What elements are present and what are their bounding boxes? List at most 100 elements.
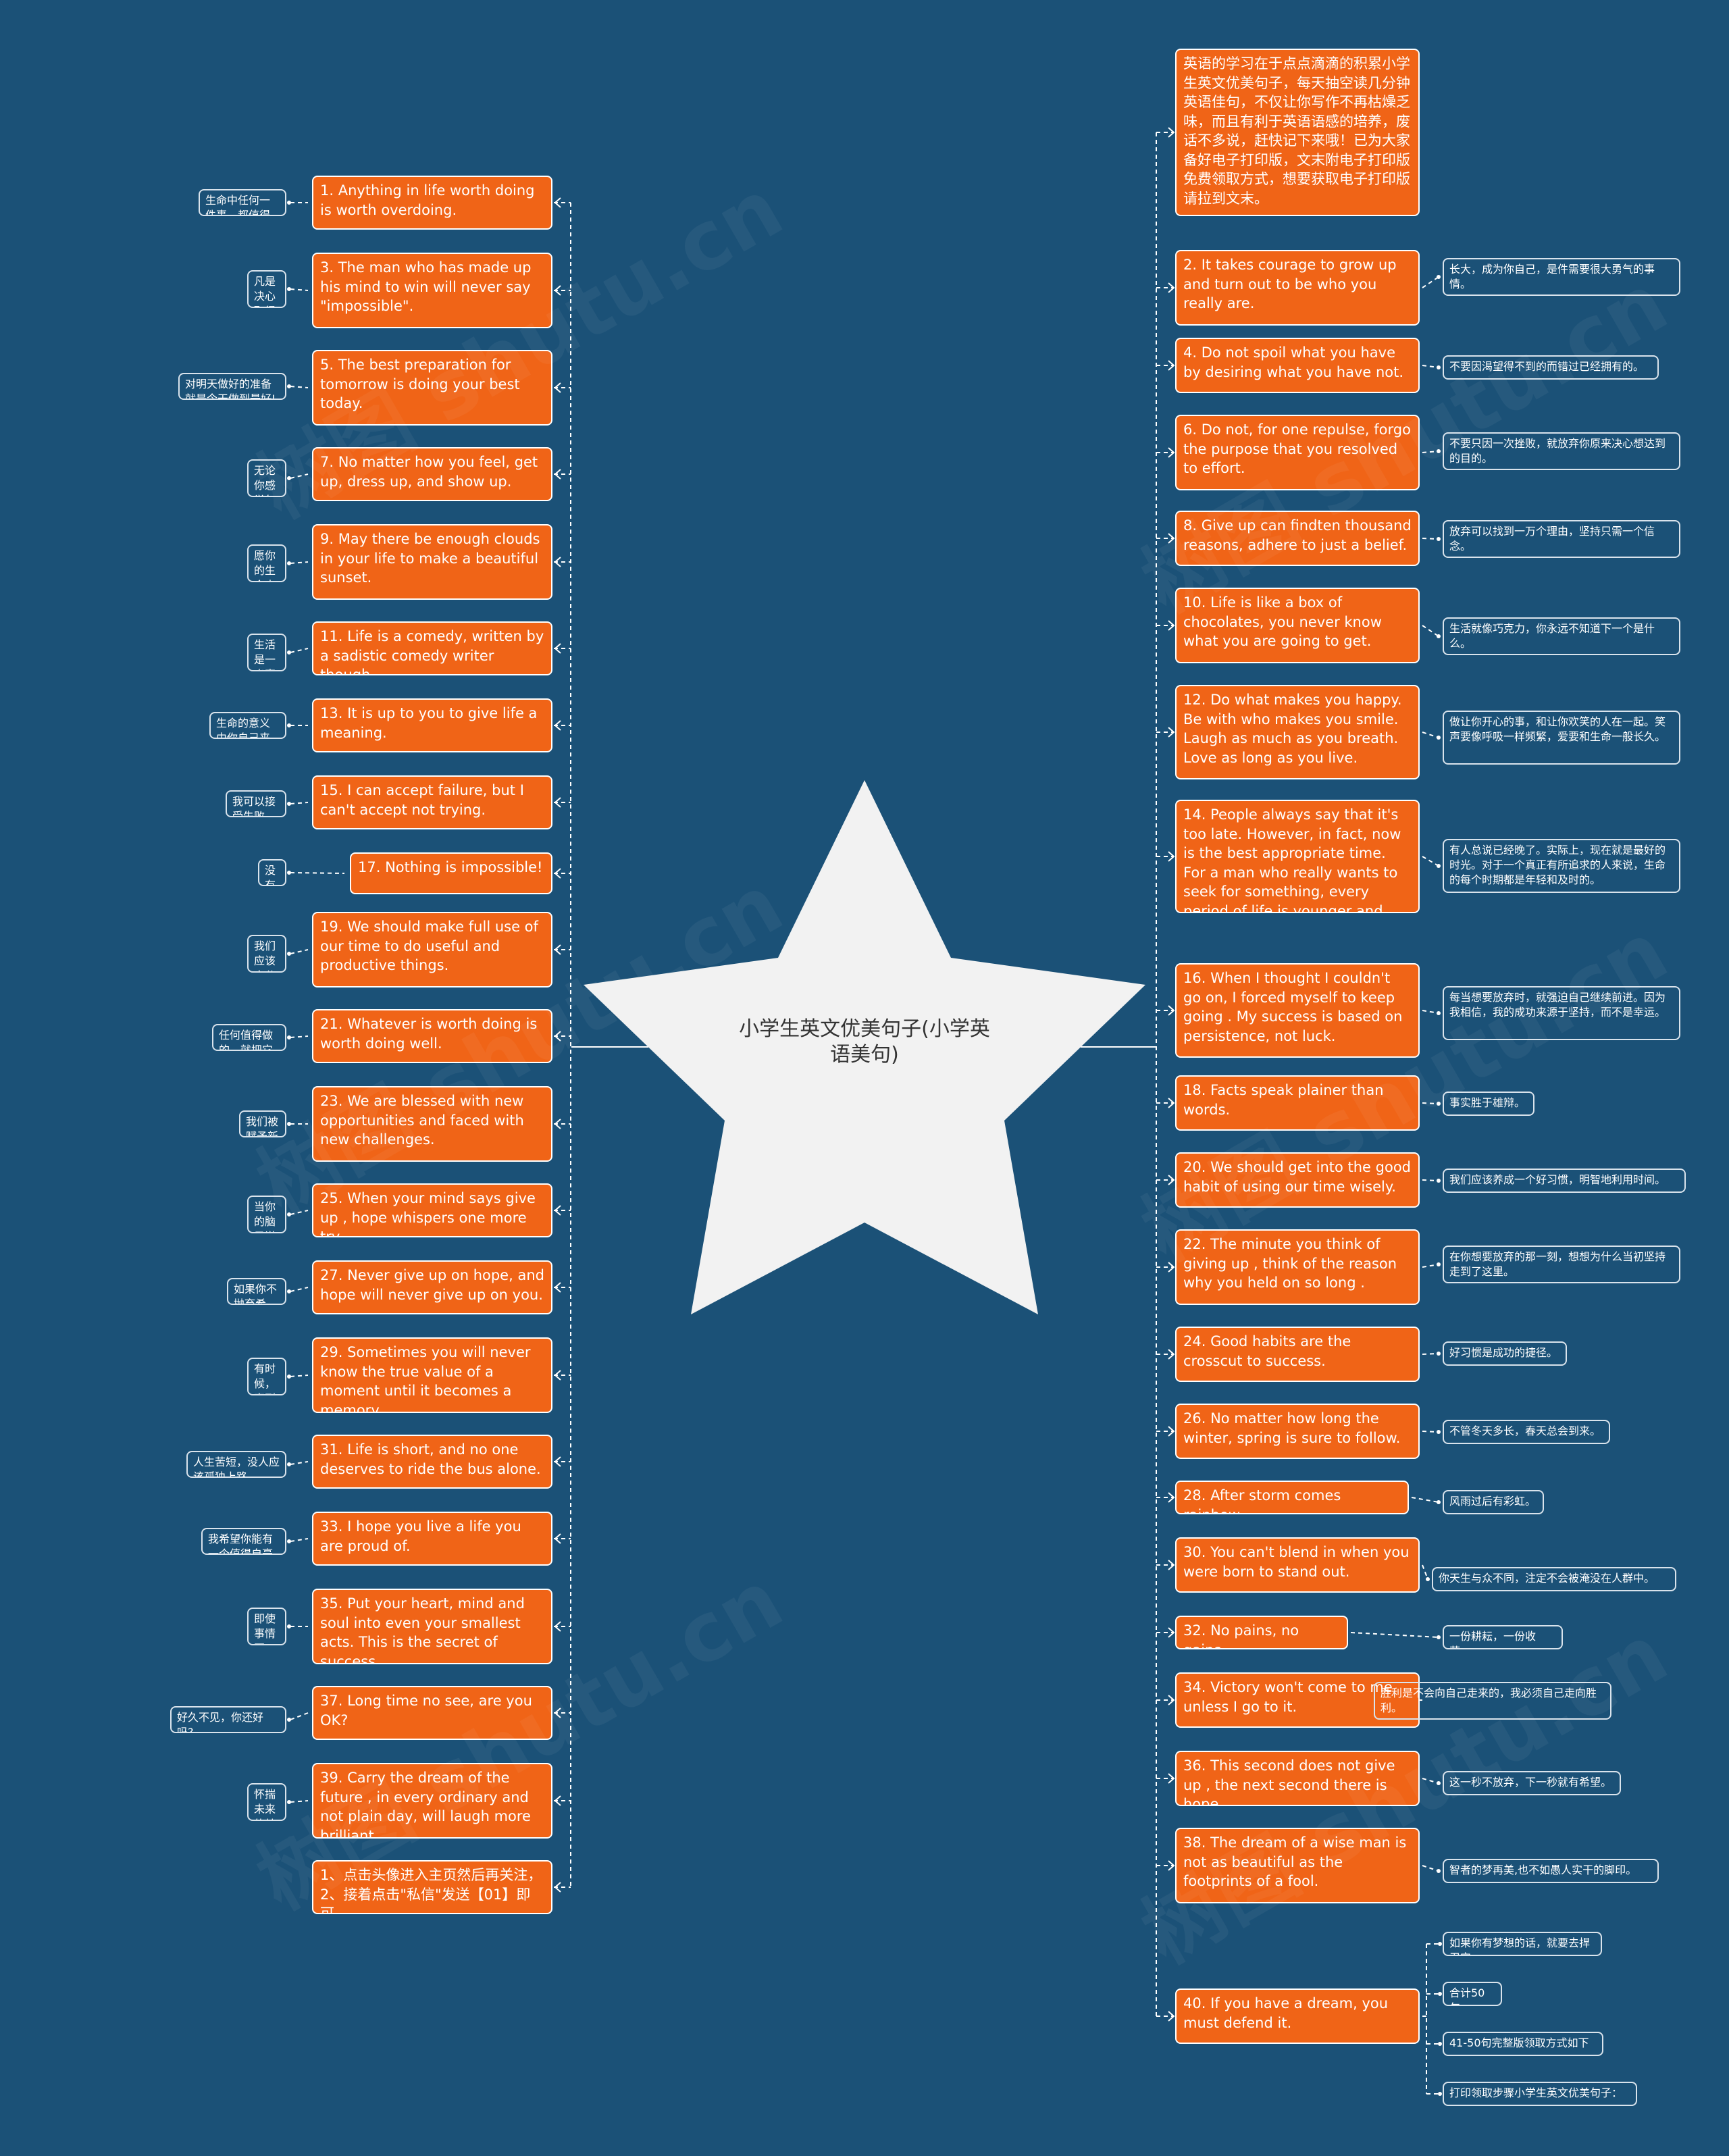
right-child-19[interactable]: 这一秒不放弃，下一秒就有希望。 <box>1443 1771 1621 1795</box>
right-node-8[interactable]: 14. People always say that it's too late… <box>1175 800 1420 913</box>
right-last-child-dot <box>1438 1942 1442 1946</box>
arrowhead <box>554 469 561 480</box>
right-node-10[interactable]: 18. Facts speak plainer than words. <box>1175 1075 1420 1131</box>
right-child-dot <box>1437 1352 1441 1356</box>
left-child-dot <box>287 1035 291 1040</box>
left-node-10[interactable]: 19. We should make full use of our time … <box>312 912 552 987</box>
right-node-1[interactable]: 英语的学习在于点点滴滴的积累小学生英文优美句子，每天抽空读几分钟英语佳句，不仅让… <box>1175 49 1420 216</box>
left-child-8[interactable]: 我可以接受失败，但我不能接受无动于衷。 <box>226 790 286 817</box>
right-child-dot <box>1437 365 1441 369</box>
left-node-11[interactable]: 21. Whatever is worth doing is worth doi… <box>312 1009 552 1063</box>
left-child-20[interactable]: 怀揣未来的梦想，在每一个平凡而不平淡的日子里，才会笑得更加灿烂。 <box>247 1783 286 1821</box>
left-child-9[interactable]: 没有什么是不可能的，一切皆有可能! <box>258 859 286 886</box>
left-child-15[interactable]: 有时候，直到一些珍贵的时刻成为了回忆,你才会真正意识到它的价值所在。 <box>247 1358 286 1395</box>
left-node-16[interactable]: 31. Life is short, and no one deserves t… <box>312 1435 552 1489</box>
right-node-13[interactable]: 24. Good habits are the crosscut to succ… <box>1175 1327 1420 1382</box>
right-child-10[interactable]: 事实胜于雄辩。 <box>1443 1092 1534 1116</box>
right-node-21[interactable]: 40. If you have a dream, you must defend… <box>1175 1988 1420 2044</box>
arrowhead <box>554 643 561 654</box>
left-node-9[interactable]: 17. Nothing is impossible! <box>350 852 552 894</box>
right-node-19[interactable]: 36. This second does not give up , the n… <box>1175 1751 1420 1806</box>
arrowhead <box>554 1795 561 1806</box>
right-node-9[interactable]: 16. When I thought I couldn't go on, I f… <box>1175 963 1420 1058</box>
right-node-5[interactable]: 8. Give up can findten thousand reasons,… <box>1175 511 1420 566</box>
right-child-3[interactable]: 不要因渴望得不到的而错过已经拥有的。 <box>1443 355 1659 380</box>
right-node-3[interactable]: 4. Do not spoil what you have by desirin… <box>1175 338 1420 393</box>
left-node-8[interactable]: 15. I can accept failure, but I can't ac… <box>312 775 552 829</box>
left-child-6[interactable]: 生活是一出喜剧，只不过出自一位虐心的喜剧家之手。 <box>247 634 286 671</box>
right-child-6[interactable]: 生活就像巧克力，你永远不知道下一个是什么。 <box>1443 617 1680 655</box>
right-last-child-1[interactable]: 如果你有梦想的话，就要去捍卫它。 <box>1443 1932 1602 1956</box>
left-node-5[interactable]: 9. May there be enough clouds in your li… <box>312 524 552 600</box>
right-child-20[interactable]: 智者的梦再美,也不如愚人实干的脚印。 <box>1443 1859 1659 1883</box>
left-node-12[interactable]: 23. We are blessed with new opportunitie… <box>312 1086 552 1162</box>
right-child-16[interactable]: 你天生与众不同，注定不会被淹没在人群中。 <box>1432 1567 1676 1591</box>
left-node-2[interactable]: 3. The man who has made up his mind to w… <box>312 253 552 328</box>
left-child-5[interactable]: 愿你的生命中有足够的云翳，来编制一个美丽的黄昏。 <box>247 544 286 582</box>
right-node-17[interactable]: 32. No pains, no gains. <box>1175 1616 1348 1649</box>
right-child-2[interactable]: 长大，成为你自己，是件需要很大勇气的事情。 <box>1443 258 1680 296</box>
right-child-4[interactable]: 不要只因一次挫败，就放弃你原来决心想达到的目的。 <box>1443 432 1680 470</box>
right-child-11[interactable]: 我们应该养成一个好习惯，明智地利用时间。 <box>1443 1169 1686 1193</box>
left-child-13[interactable]: 当你的脑子说着要放弃，希望在轻语，再试一次。 <box>247 1196 286 1233</box>
right-child-8[interactable]: 有人总说已经晚了。实际上，现在就是最好的时光。对于一个真正有所追求的人来说，生命… <box>1443 839 1680 893</box>
right-last-child-dot <box>1438 1992 1442 1996</box>
left-node-20[interactable]: 39. Carry the dream of the future , in e… <box>312 1763 552 1839</box>
right-last-child-2[interactable]: 合计50句 <box>1443 1982 1502 2006</box>
right-node-11[interactable]: 20. We should get into the good habit of… <box>1175 1152 1420 1208</box>
left-child-4[interactable]: 无论你感觉怎样，你都要起床，打扮好自己，然后开始新的一天。 <box>247 459 286 497</box>
right-child-18[interactable]: 胜利是不会向自己走来的，我必须自己走向胜利。 <box>1374 1682 1611 1720</box>
right-child-9[interactable]: 每当想要放弃时，就强迫自己继续前进。因为我相信，我的成功来源于坚持，而不是幸运。 <box>1443 986 1680 1040</box>
left-node-1[interactable]: 1. Anything in life worth doing is worth… <box>312 176 552 230</box>
right-node-12[interactable]: 22. The minute you think of giving up , … <box>1175 1229 1420 1305</box>
left-node-19[interactable]: 37. Long time no see, are you OK? <box>312 1686 552 1740</box>
right-child-17[interactable]: 一份耕耘，一份收获。 <box>1443 1625 1563 1649</box>
left-child-12[interactable]: 我们被赋予新的机会和面临着新的挑战。 <box>239 1110 286 1137</box>
left-node-7[interactable]: 13. It is up to you to give life a meani… <box>312 698 552 752</box>
left-child-11[interactable]: 任何值得做的，就把它做好。 <box>212 1024 286 1051</box>
left-node-13[interactable]: 25. When your mind says give up , hope w… <box>312 1183 552 1237</box>
left-child-3[interactable]: 对明天做好的准备就是今天做到最好! <box>178 373 286 400</box>
right-node-20[interactable]: 38. The dream of a wise man is not as be… <box>1175 1828 1420 1903</box>
left-child-10[interactable]: 我们应该充分利用好时间去做有用的、富有成效的事。 <box>247 935 286 973</box>
left-child-2[interactable]: 凡是决心取得胜利的人是从来不说"不可能的"。 <box>247 270 286 308</box>
left-node-15[interactable]: 29. Sometimes you will never know the tr… <box>312 1337 552 1413</box>
right-child-dot <box>1437 1179 1441 1183</box>
left-node-4[interactable]: 7. No matter how you feel, get up, dress… <box>312 447 552 501</box>
right-node-2[interactable]: 2. It takes courage to grow up and turn … <box>1175 250 1420 326</box>
left-node-17[interactable]: 33. I hope you live a life you are proud… <box>312 1512 552 1566</box>
central-topic[interactable]: 小学生英文优美句子(小学英语美句) <box>739 1017 990 1067</box>
left-node-6[interactable]: 11. Life is a comedy, written by a sadis… <box>312 621 552 675</box>
right-child-15[interactable]: 风雨过后有彩虹。 <box>1443 1490 1544 1514</box>
right-last-child-4[interactable]: 打印领取步骤小学生英文优美句子： <box>1443 2082 1637 2106</box>
left-child-line <box>290 1712 309 1720</box>
left-child-19[interactable]: 好久不见，你还好吗? <box>170 1706 286 1733</box>
left-child-18[interactable]: 即使事情再小，也要倾注你的心、思想和灵魂。这是成功的秘密。 <box>247 1608 286 1645</box>
left-child-dot <box>287 476 291 480</box>
left-node-21[interactable]: 1、点击头像进入主页然后再关注，2、接着点击"私信"发送【01】即可 <box>312 1860 552 1914</box>
right-child-5[interactable]: 放弃可以找到一万个理由，坚持只需一个信念。 <box>1443 520 1680 558</box>
right-child-7[interactable]: 做让你开心的事，和让你欢笑的人在一起。笑声要像呼吸一样频繁，爱要和生命一般长久。 <box>1443 711 1680 765</box>
left-child-dot <box>287 1624 291 1628</box>
right-child-dot <box>1437 1262 1441 1266</box>
right-node-15[interactable]: 28. After storm comes rainbow. <box>1175 1481 1409 1514</box>
right-child-14[interactable]: 不管冬天多长，春天总会到来。 <box>1443 1420 1610 1444</box>
left-node-18[interactable]: 35. Put your heart, mind and soul into e… <box>312 1589 552 1664</box>
left-node-14[interactable]: 27. Never give up on hope, and hope will… <box>312 1260 552 1314</box>
right-child-13[interactable]: 好习惯是成功的捷径。 <box>1443 1341 1567 1366</box>
right-node-16[interactable]: 30. You can't blend in when you were bor… <box>1175 1537 1420 1593</box>
arrowhead <box>554 1282 561 1293</box>
left-child-line <box>290 288 309 291</box>
left-child-17[interactable]: 我希望你能有一个值得自豪的人生。 <box>201 1528 286 1555</box>
right-node-6[interactable]: 10. Life is like a box of chocolates, yo… <box>1175 588 1420 663</box>
left-child-14[interactable]: 如果你不抛弃希望，希望也不会抛弃你。 <box>227 1278 286 1305</box>
right-node-7[interactable]: 12. Do what makes you happy. Be with who… <box>1175 685 1420 779</box>
left-child-16[interactable]: 人生苦短，没人应该孤独上路。 <box>186 1451 286 1478</box>
left-child-1[interactable]: 生命中任何一件事，都值得全力以赴。 <box>199 189 286 216</box>
right-last-child-3[interactable]: 41-50句完整版领取方式如下 <box>1443 2032 1603 2056</box>
left-node-3[interactable]: 5. The best preparation for tomorrow is … <box>312 350 552 426</box>
right-node-4[interactable]: 6. Do not, for one repulse, forgo the pu… <box>1175 415 1420 490</box>
right-child-12[interactable]: 在你想要放弃的那一刻，想想为什么当初坚持走到了这里。 <box>1443 1246 1680 1283</box>
right-node-14[interactable]: 26. No matter how long the winter, sprin… <box>1175 1404 1420 1459</box>
left-child-7[interactable]: 生命的意义由你自己来赋予。 <box>209 712 286 739</box>
